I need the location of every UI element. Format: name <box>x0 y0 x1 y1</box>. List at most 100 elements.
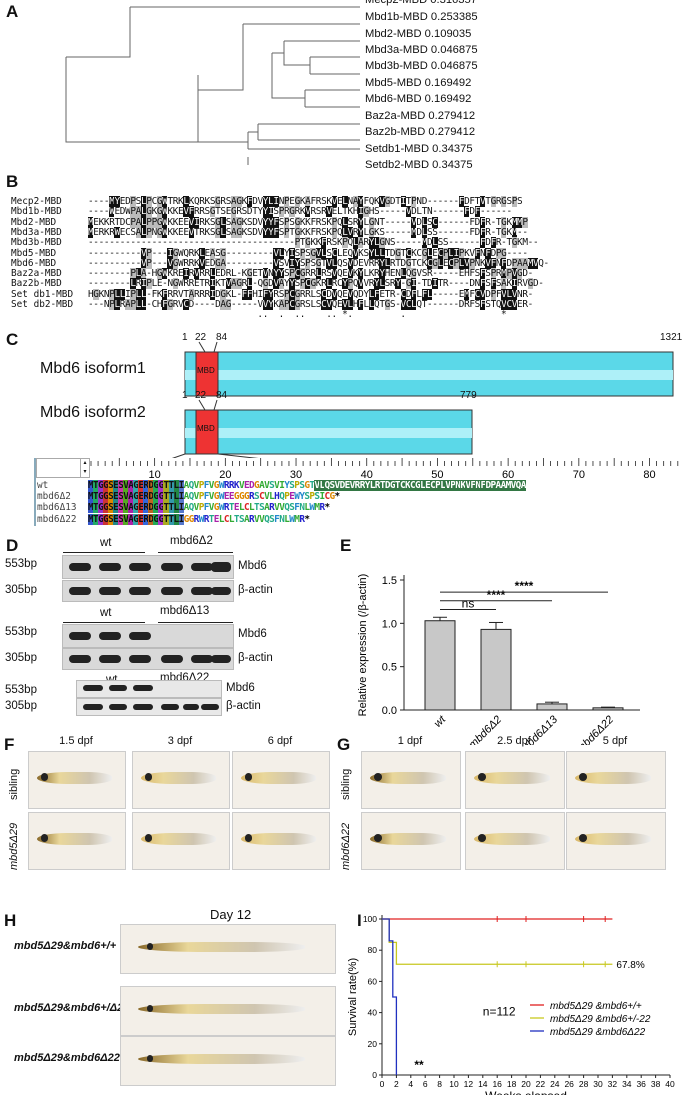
larva-eye <box>578 834 587 843</box>
sequence-ruler: 10 20 30 40 50 60 70 80 <box>90 458 679 480</box>
larva-body <box>574 832 652 845</box>
panel-label-h: H <box>4 911 17 930</box>
panel-label-g: G <box>337 735 351 754</box>
alignment-seq: ----------VP---VGWRRKVEDGA---------VSVIY… <box>88 257 549 269</box>
larva-eye <box>373 773 382 782</box>
alignment-seq: --------PLA-HGWKREIRVRRLEDRL-KGETVNYYSPC… <box>88 268 533 280</box>
ruler-label: 20 <box>219 469 231 480</box>
x-tick-label: 38 <box>651 1079 661 1089</box>
panel-label-f: F <box>4 735 15 754</box>
alignment-seq: ---------------------------------------P… <box>88 237 539 249</box>
legend-label: mbd5Δ29 &mbd6Δ22 <box>550 1027 646 1038</box>
x-tick-label: 22 <box>536 1079 546 1089</box>
panel-f-row-label: sibling <box>8 768 20 800</box>
panel-f-time-label: 3 dpf <box>167 735 193 747</box>
gel1-top <box>62 555 234 579</box>
variant-name: mbd6Δ13 <box>37 502 77 514</box>
x-tick-label: 14 <box>478 1079 488 1089</box>
panel-f-row-label: mbd5Δ29 <box>8 822 20 870</box>
larva-body <box>138 1003 306 1015</box>
larva-body <box>36 771 112 784</box>
larva-eye <box>144 773 153 782</box>
panel-g-photo-mutant <box>465 812 565 870</box>
alignment-seq: ----------VP---IGWQRKLEASG---------VLYIS… <box>88 247 528 259</box>
bar <box>592 707 624 711</box>
ruler-label: 40 <box>361 469 373 480</box>
panel-h-photo <box>120 986 336 1036</box>
panel-label-c: C <box>6 330 19 349</box>
panel-f-photo-sibling <box>232 751 330 809</box>
y-tick-label: 80 <box>368 945 378 955</box>
isoform2-label: Mbd6 isoform2 <box>40 404 146 421</box>
panel-g-photo-sibling <box>465 751 565 809</box>
survival-line <box>382 918 613 965</box>
gel2-top <box>62 624 234 648</box>
alignment-seq-name: Mbd5-MBD <box>11 247 57 259</box>
gel2-gene: Mbd6 <box>238 628 267 640</box>
larva-body <box>138 941 306 953</box>
larva-body <box>240 832 316 845</box>
larva-body <box>369 771 447 784</box>
panel-g-photo-sibling <box>361 751 461 809</box>
panel-f-photo-sibling <box>132 751 230 809</box>
y-tick-label: 20 <box>368 1039 378 1049</box>
gel1-bottom <box>62 580 234 602</box>
larva-eye <box>40 773 49 782</box>
larva-body <box>574 771 652 784</box>
panel-label-a: A <box>6 2 19 21</box>
panel-label-b: B <box>6 172 19 191</box>
iso2-tick-22: 22 <box>195 390 207 401</box>
bar <box>480 628 512 711</box>
iso2-tick-1: 1 <box>182 390 188 401</box>
alignment-seq-name: Baz2b-MBD <box>11 278 62 290</box>
gel1-size2: 305bp <box>5 584 37 596</box>
gel1-mut-label: mbd6Δ2 <box>170 535 213 547</box>
y-tick-label: 0.0 <box>382 705 397 717</box>
alignment-seq-name: Mbd2-MBD <box>11 216 57 228</box>
alignment-seq: MERKRWECSALPNGWKKEEVTRKSGLSAGKSDVYYFSPTG… <box>88 226 528 238</box>
variant-seq: MTGGSESVAGERDGGTTLIAQVPFVGWRTELCLTSARVVQ… <box>88 502 330 514</box>
tree-leaf-label: Mbd5-MBD 0.169492 <box>365 77 472 89</box>
panel-g-row-label: mbd6Δ22 <box>340 822 352 870</box>
scroll-spinner[interactable]: ▴ ▾ <box>36 458 90 478</box>
annotation-percent: 67.8% <box>616 960 644 971</box>
gel3-top <box>76 680 222 698</box>
x-tick-label: 12 <box>464 1079 474 1089</box>
panel-g-time-label: 5 dpf <box>602 735 628 747</box>
panel-g-photo-sibling <box>566 751 666 809</box>
panel-h-row-label: mbd5Δ29&mbd6+/+ <box>14 940 117 952</box>
panel-h-row-label: mbd5Δ29&mbd6+/Δ22 <box>14 1002 130 1014</box>
x-tick-label: 4 <box>408 1079 413 1089</box>
larva-body <box>138 1053 306 1065</box>
legend-label: mbd5Δ29 &mbd6+/+ <box>550 1001 642 1012</box>
panel-label-d: D <box>6 536 19 555</box>
alignment-consensus: .. . .. .. *. . * <box>88 309 523 321</box>
iso1-tick-84: 84 <box>216 332 228 343</box>
alignment-seq-name: Mbd1b-MBD <box>11 206 62 218</box>
y-tick-label: 0 <box>372 1070 377 1080</box>
bar <box>424 620 456 711</box>
x-tick-label: 40 <box>665 1079 675 1089</box>
legend-label: mbd5Δ29 &mbd6+/-22 <box>550 1014 651 1025</box>
y-axis-label: Relative expression (/β-actin) <box>357 574 369 717</box>
alignment-seq-name: Mbd3a-MBD <box>11 226 62 238</box>
x-tick-label: 24 <box>550 1079 560 1089</box>
gel3-bottom <box>76 698 222 716</box>
gel3-size1: 553bp <box>5 684 37 696</box>
x-axis-label: Weeks elapsed <box>485 1089 567 1095</box>
alignment-seq: HGKNPLLIPLL-FKFRRVTARRRIDGKL-FFHIFYRSPCG… <box>88 288 533 300</box>
iso2-tick-84: 84 <box>216 390 228 401</box>
larva-eye <box>578 773 587 782</box>
x-tick-label: 32 <box>608 1079 618 1089</box>
x-tick-label: 0 <box>380 1079 385 1089</box>
ruler-label: 10 <box>149 469 161 480</box>
variant-name: mbd6Δ22 <box>37 513 77 525</box>
iso1-tick-22: 22 <box>195 332 207 343</box>
variant-name: wt <box>37 480 49 491</box>
panel-f-photo-mutant <box>28 812 126 870</box>
gel2-ctrl: β-actin <box>238 652 273 664</box>
significance-label: **** <box>487 588 506 602</box>
panel-g-time-label: 2.5 dpf <box>497 735 531 747</box>
larva-eye <box>244 834 253 843</box>
x-tick-label: 26 <box>564 1079 574 1089</box>
